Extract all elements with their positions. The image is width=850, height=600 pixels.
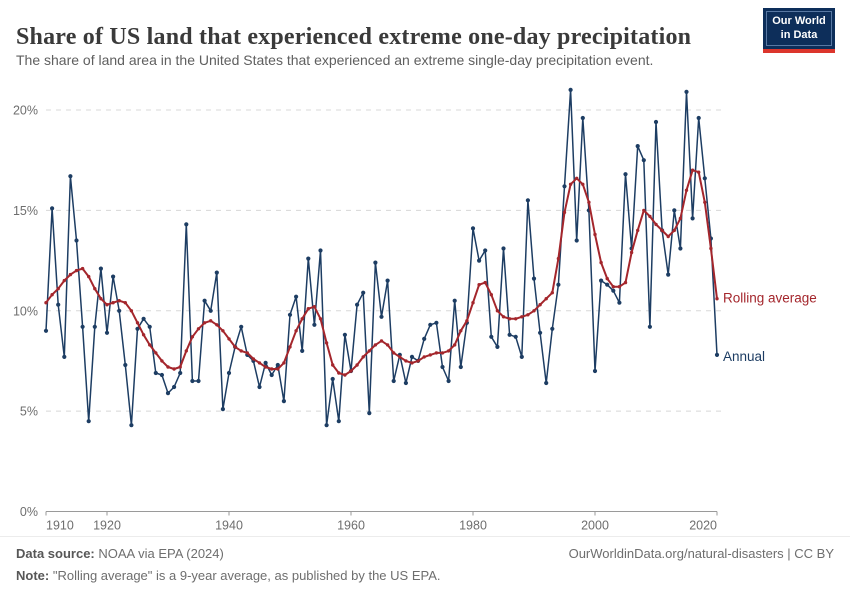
svg-text:2020: 2020 <box>689 519 717 533</box>
owid-logo-accent-bar <box>763 49 835 53</box>
y-axis-labels: 0% 5% 10% 15% 20% <box>13 104 38 520</box>
data-source-label: Data source: <box>16 546 95 561</box>
note-line: Note: "Rolling average" is a 9-year aver… <box>16 568 440 583</box>
footer-divider <box>0 536 850 537</box>
svg-text:15%: 15% <box>13 204 38 218</box>
svg-text:5%: 5% <box>20 405 38 419</box>
note-label: Note: <box>16 568 50 583</box>
svg-text:20%: 20% <box>13 104 38 118</box>
svg-text:1960: 1960 <box>337 519 365 533</box>
series-label-rolling-average: Rolling average <box>723 291 817 306</box>
svg-text:10%: 10% <box>13 304 38 318</box>
svg-text:0%: 0% <box>20 505 38 519</box>
chart-subtitle: The share of land area in the United Sta… <box>16 52 654 68</box>
svg-text:2000: 2000 <box>581 519 609 533</box>
svg-text:1910: 1910 <box>46 519 74 533</box>
svg-text:1940: 1940 <box>215 519 243 533</box>
note-value: "Rolling average" is a 9-year average, a… <box>49 568 441 583</box>
x-axis: 1910 1920 1940 1960 1980 2000 2020 <box>45 511 718 533</box>
data-source-value: NOAA via EPA (2024) <box>94 546 224 561</box>
owid-logo[interactable]: Our World in Data <box>763 8 835 53</box>
data-source-line: Data source: NOAA via EPA (2024) <box>16 546 224 561</box>
gridlines <box>46 109 722 412</box>
series-label-annual: Annual <box>723 349 765 364</box>
svg-text:1920: 1920 <box>93 519 121 533</box>
svg-text:1980: 1980 <box>459 519 487 533</box>
owid-url-link[interactable]: OurWorldinData.org/natural-disasters | C… <box>568 546 834 561</box>
series-annual: Annual <box>43 87 765 428</box>
series-rolling-average: Rolling average <box>44 168 817 377</box>
page-title: Share of US land that experienced extrem… <box>16 24 692 51</box>
owid-logo-text: Our World in Data <box>766 11 832 46</box>
